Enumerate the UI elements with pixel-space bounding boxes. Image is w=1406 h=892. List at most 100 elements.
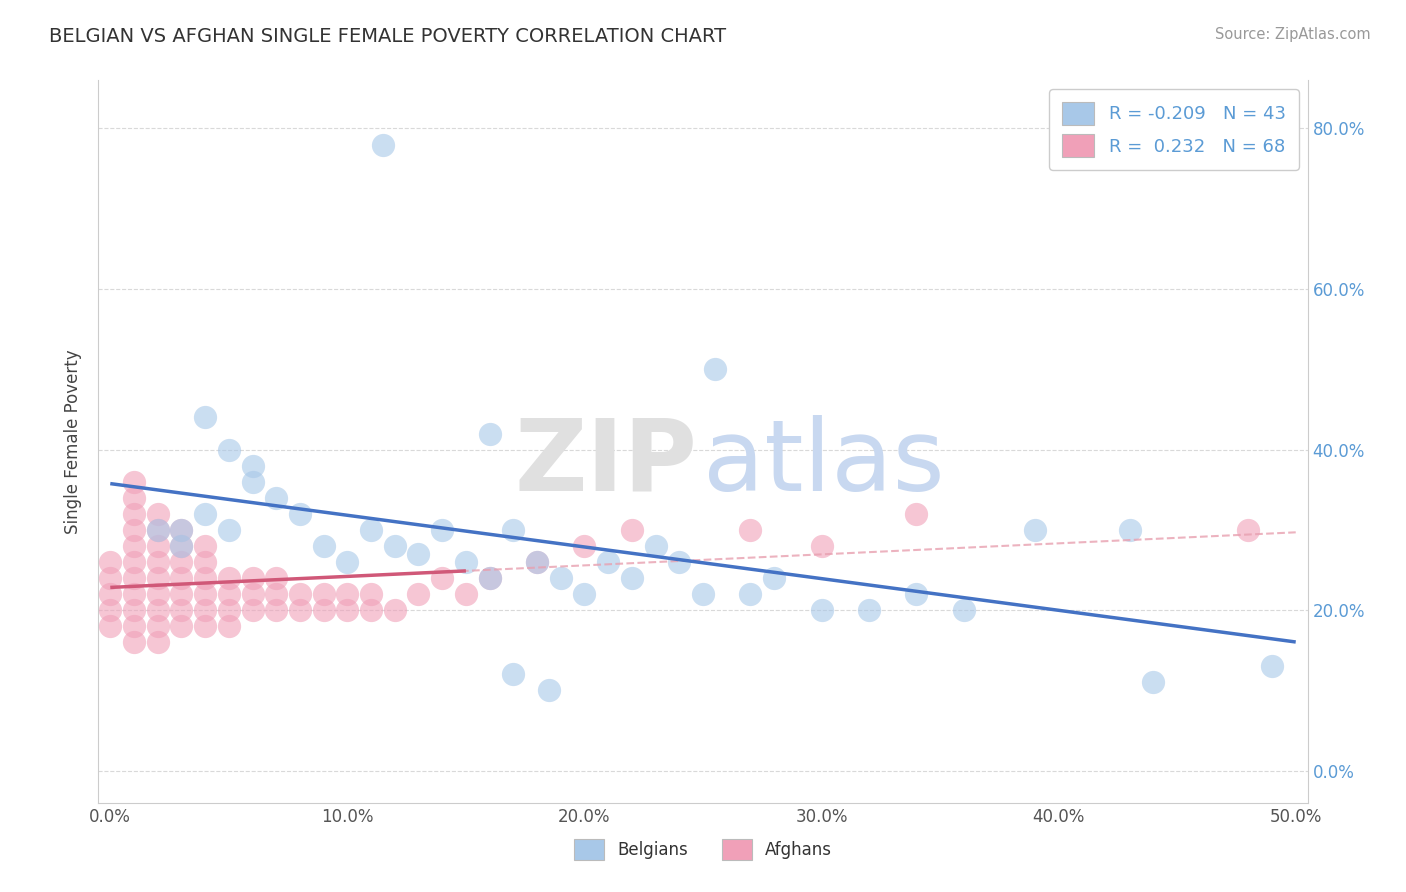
Point [952, 603, 974, 617]
Point [740, 523, 762, 537]
Point [432, 571, 454, 585]
Point [1237, 523, 1260, 537]
Point [288, 587, 311, 601]
Point [360, 523, 382, 537]
Point [146, 539, 169, 553]
Point [288, 603, 311, 617]
Point [550, 571, 572, 585]
Point [312, 539, 335, 553]
Point [146, 523, 169, 537]
Point [170, 619, 193, 633]
Point [122, 635, 145, 649]
Point [502, 667, 524, 681]
Point [312, 603, 335, 617]
Point [194, 507, 217, 521]
Point [146, 619, 169, 633]
Point [598, 555, 620, 569]
Point [810, 603, 832, 617]
Point [122, 539, 145, 553]
Point [288, 507, 311, 521]
Point [526, 555, 548, 569]
Point [194, 587, 217, 601]
Point [146, 571, 169, 585]
Point [810, 539, 832, 553]
Point [122, 491, 145, 505]
Point [170, 603, 193, 617]
Point [170, 523, 193, 537]
Text: Source: ZipAtlas.com: Source: ZipAtlas.com [1215, 27, 1371, 42]
Point [763, 571, 786, 585]
Point [905, 587, 928, 601]
Point [170, 587, 193, 601]
Point [703, 362, 725, 376]
Point [644, 539, 666, 553]
Point [242, 475, 264, 489]
Point [620, 523, 643, 537]
Point [336, 603, 359, 617]
Y-axis label: Single Female Poverty: Single Female Poverty [65, 350, 83, 533]
Point [502, 523, 524, 537]
Point [360, 587, 382, 601]
Point [478, 571, 501, 585]
Point [668, 555, 690, 569]
Point [98, 555, 121, 569]
Point [242, 571, 264, 585]
Point [242, 587, 264, 601]
Point [360, 603, 382, 617]
Point [574, 539, 596, 553]
Point [218, 619, 240, 633]
Point [740, 587, 762, 601]
Point [218, 603, 240, 617]
Text: BELGIAN VS AFGHAN SINGLE FEMALE POVERTY CORRELATION CHART: BELGIAN VS AFGHAN SINGLE FEMALE POVERTY … [49, 27, 727, 45]
Point [478, 426, 501, 441]
Point [408, 587, 430, 601]
Point [242, 458, 264, 473]
Point [170, 523, 193, 537]
Point [454, 587, 477, 601]
Point [122, 555, 145, 569]
Text: atlas: atlas [703, 415, 945, 512]
Point [170, 539, 193, 553]
Point [122, 603, 145, 617]
Point [537, 683, 560, 698]
Point [122, 571, 145, 585]
Point [194, 619, 217, 633]
Point [620, 571, 643, 585]
Point [905, 507, 928, 521]
Point [1142, 675, 1164, 690]
Point [526, 555, 548, 569]
Point [692, 587, 714, 601]
Point [1119, 523, 1142, 537]
Point [170, 555, 193, 569]
Point [146, 635, 169, 649]
Point [858, 603, 880, 617]
Point [384, 603, 406, 617]
Point [432, 523, 454, 537]
Point [122, 523, 145, 537]
Point [478, 571, 501, 585]
Point [170, 539, 193, 553]
Point [146, 587, 169, 601]
Point [218, 587, 240, 601]
Point [146, 555, 169, 569]
Point [146, 507, 169, 521]
Point [122, 475, 145, 489]
Point [408, 547, 430, 561]
Point [194, 555, 217, 569]
Point [146, 523, 169, 537]
Point [194, 603, 217, 617]
Point [98, 587, 121, 601]
Point [170, 571, 193, 585]
Point [218, 442, 240, 457]
Point [264, 571, 287, 585]
Point [384, 539, 406, 553]
Point [122, 619, 145, 633]
Point [264, 491, 287, 505]
Point [98, 603, 121, 617]
Point [454, 555, 477, 569]
Point [122, 587, 145, 601]
Point [336, 587, 359, 601]
Point [98, 619, 121, 633]
Point [1024, 523, 1046, 537]
Point [264, 603, 287, 617]
